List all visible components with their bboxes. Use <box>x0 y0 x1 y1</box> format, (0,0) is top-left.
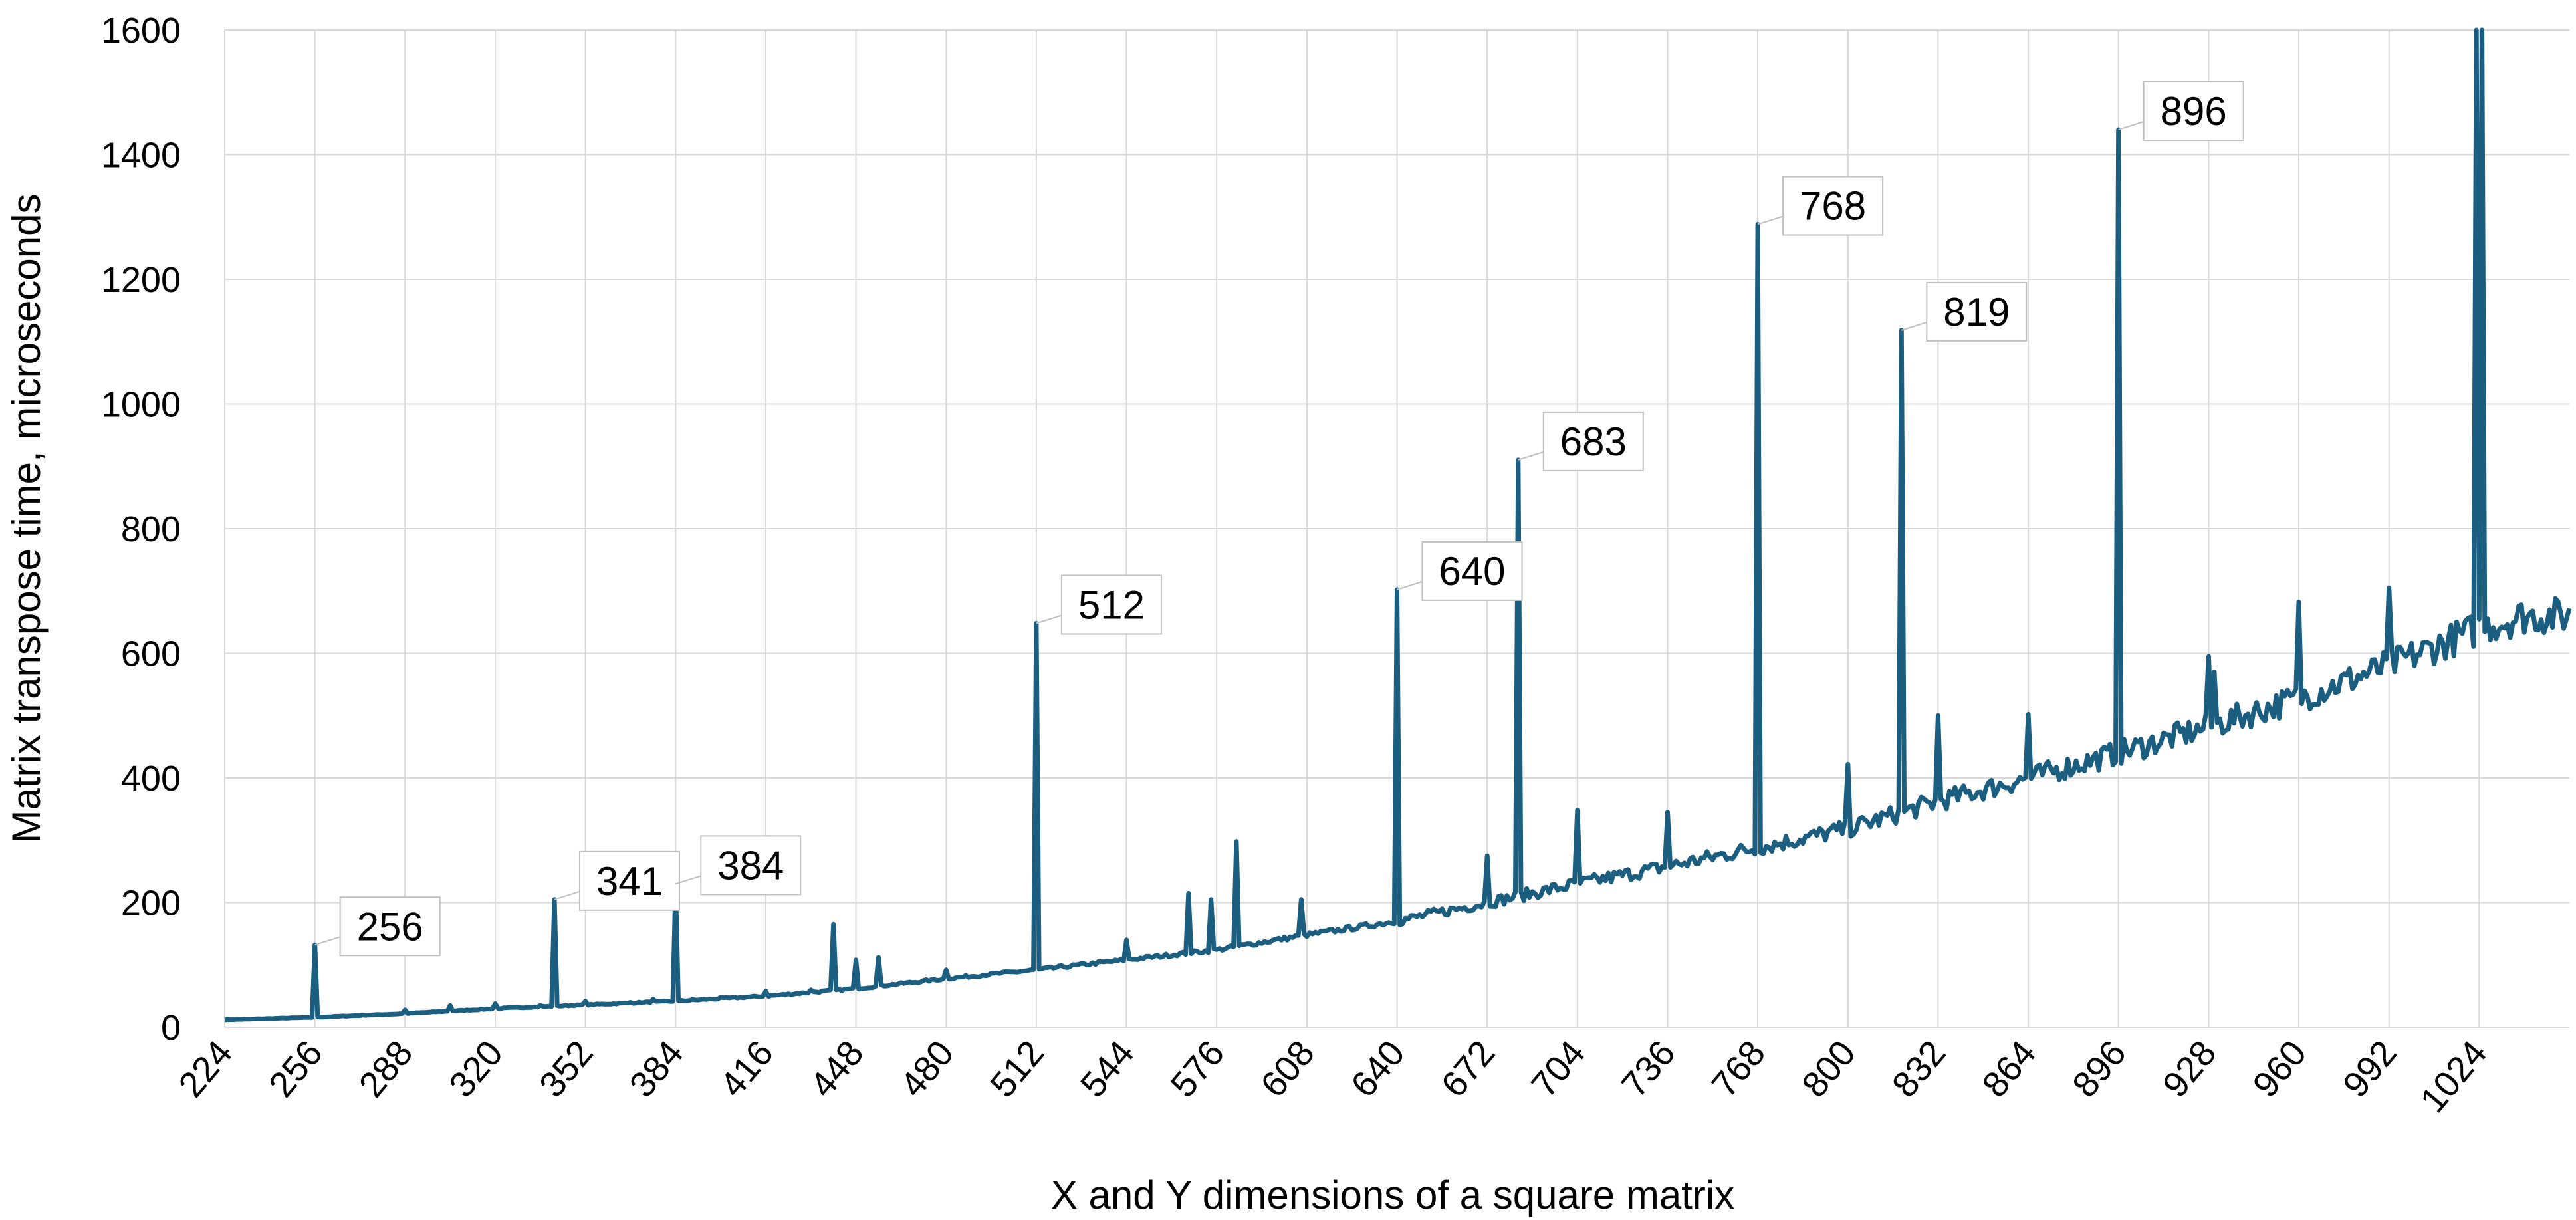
x-tick-label: 736 <box>1614 1033 1683 1105</box>
x-tick-label: 512 <box>983 1033 1052 1105</box>
callout-box <box>339 896 441 957</box>
y-tick-label: 200 <box>121 884 181 923</box>
x-tick-label: 992 <box>2335 1033 2404 1105</box>
callout-box <box>578 850 680 911</box>
x-tick-label: 832 <box>1885 1033 1954 1105</box>
callout-label: 640 <box>1439 549 1505 594</box>
y-tick-label: 800 <box>121 509 181 549</box>
callout-leader <box>554 890 580 900</box>
x-tick-label: 704 <box>1524 1033 1593 1105</box>
callout-leader <box>1757 215 1784 225</box>
x-tick-label: 320 <box>441 1033 511 1105</box>
grid-layer <box>224 29 2569 1028</box>
y-tick-label: 600 <box>121 634 181 674</box>
x-tick-label: 352 <box>532 1033 601 1105</box>
y-tick-labels: 0 200 400 600 800 1000 1200 1400 1600 <box>101 11 181 1048</box>
y-tick-label: 1200 <box>101 260 181 300</box>
y-tick-label: 400 <box>121 759 181 798</box>
callout-label: 683 <box>1560 420 1627 464</box>
x-tick-label: 672 <box>1433 1033 1502 1105</box>
y-tick-label: 1000 <box>101 385 181 425</box>
callout-leader <box>1901 321 1927 331</box>
x-axis-title: X and Y dimensions of a square matrix <box>1051 1173 1734 1217</box>
x-tick-label: 640 <box>1344 1033 1413 1105</box>
callout-box <box>1926 281 2028 342</box>
callout-box <box>1060 574 1162 635</box>
series-line <box>224 27 2572 1023</box>
callout-box <box>1421 541 1523 601</box>
x-tick-label: 960 <box>2245 1033 2314 1105</box>
x-tick-label: 416 <box>712 1033 781 1105</box>
y-tick-label: 1600 <box>101 11 181 51</box>
x-tick-label: 896 <box>2065 1033 2134 1105</box>
callout-label: 768 <box>1800 184 1866 229</box>
x-tick-label: 576 <box>1163 1033 1232 1105</box>
x-tick-label: 1024 <box>2412 1033 2494 1120</box>
callout-leader <box>1036 614 1062 624</box>
callout-box <box>700 835 802 896</box>
series-layer <box>224 27 2572 1023</box>
callout-leader <box>2118 121 2145 130</box>
callout-label: 819 <box>1943 290 2010 334</box>
x-tick-label: 864 <box>1974 1033 2044 1105</box>
y-tick-label: 1400 <box>101 136 181 176</box>
callout-label: 384 <box>717 843 784 888</box>
x-tick-label: 448 <box>802 1033 872 1105</box>
x-tick-label: 224 <box>171 1033 240 1105</box>
x-tick-labels: 224 256 288 320 352 384 416 448 480 512 544 576 608 6… <box>171 1033 2494 1120</box>
x-tick-label: 928 <box>2155 1033 2224 1105</box>
callout-box <box>1782 176 1884 236</box>
x-tick-label: 256 <box>261 1033 330 1105</box>
x-tick-label: 384 <box>622 1033 691 1105</box>
x-tick-label: 288 <box>352 1033 421 1105</box>
y-tick-label: 0 <box>161 1008 181 1048</box>
callout-label: 256 <box>357 904 423 949</box>
callout-leader <box>1397 580 1423 590</box>
x-tick-label: 768 <box>1704 1033 1773 1105</box>
annotation-layer: 256 341 384 512 640 683 768 819 896 <box>314 81 2244 957</box>
callout-leader <box>675 875 701 885</box>
x-tick-label: 800 <box>1794 1033 1863 1105</box>
x-tick-label: 480 <box>893 1033 962 1105</box>
callout-label: 512 <box>1078 583 1145 628</box>
y-axis-title: Matrix transpose time, microseconds <box>4 194 49 844</box>
x-tick-label: 608 <box>1253 1033 1322 1105</box>
callout-label: 896 <box>2161 89 2227 134</box>
callout-box <box>2143 81 2244 141</box>
x-tick-label: 544 <box>1073 1033 1142 1105</box>
callout-box <box>1542 411 1644 471</box>
callout-label: 341 <box>596 859 663 904</box>
callout-leader <box>314 936 340 946</box>
callout-leader <box>1518 451 1544 461</box>
